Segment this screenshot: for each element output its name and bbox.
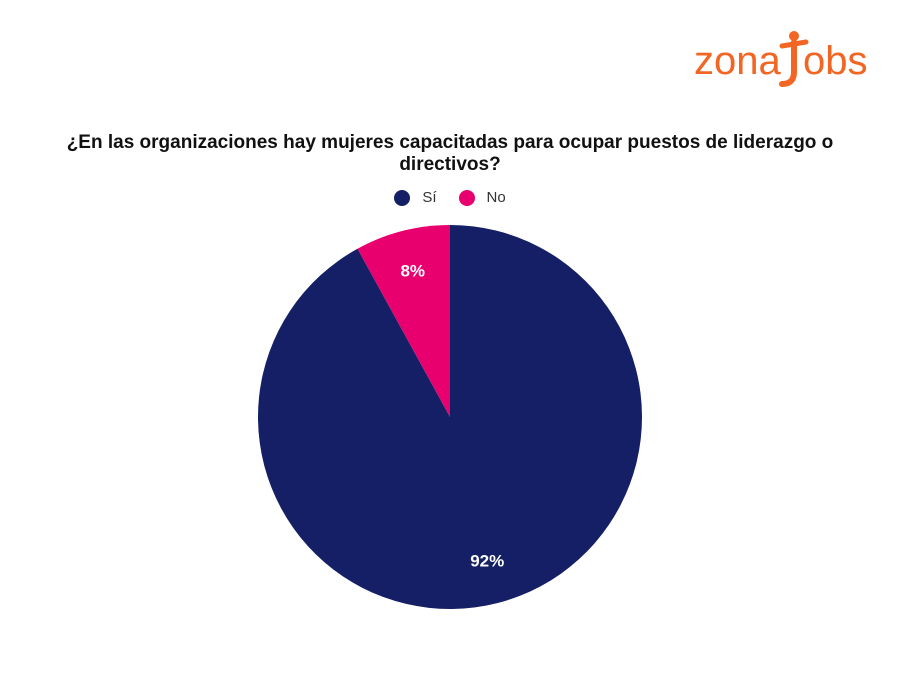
legend-label-si: Sí xyxy=(422,189,437,206)
legend-item-no[interactable]: No xyxy=(458,189,506,206)
legend-swatch-no xyxy=(458,189,475,206)
legend-label-no: No xyxy=(486,189,506,206)
legend-swatch-si xyxy=(394,189,411,206)
pie-slice-no[interactable] xyxy=(357,225,450,417)
person-figure-icon xyxy=(779,31,809,87)
legend-item-si[interactable]: Sí xyxy=(394,189,437,206)
slice-label-no: 8% xyxy=(400,261,425,280)
pie-slice-si[interactable] xyxy=(258,225,642,610)
logo-text-jobs: obs xyxy=(803,39,868,83)
chart-title: ¿En las organizaciones hay mujeres capac… xyxy=(66,132,834,175)
slice-label-si: 92% xyxy=(470,552,504,571)
chart-legend: Sí No xyxy=(0,189,900,206)
logo-text-zona: zona xyxy=(694,39,781,83)
zonajobs-logo: zona obs xyxy=(694,31,868,87)
